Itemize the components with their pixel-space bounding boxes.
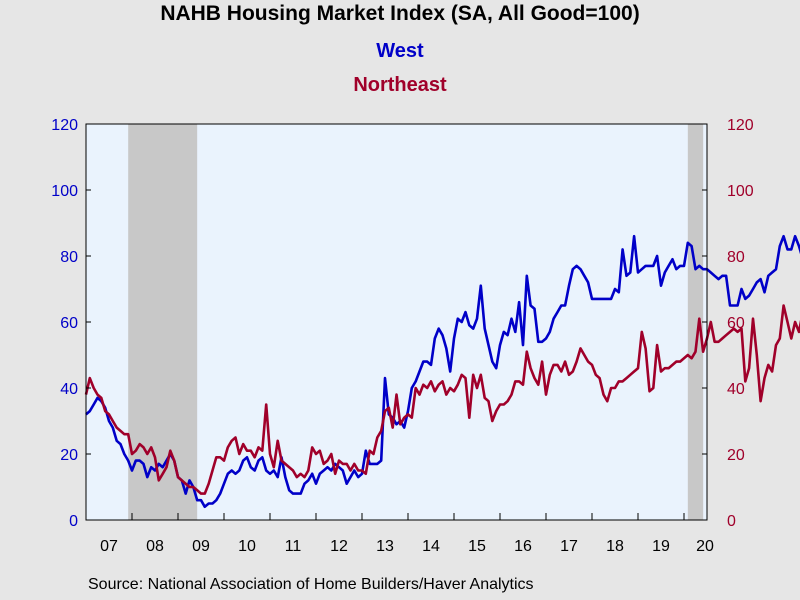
x-tick-label: 19 (652, 538, 670, 555)
x-tick-label: 08 (146, 538, 164, 555)
y-tick-label-right: 0 (727, 513, 736, 530)
legend-west: West (376, 40, 424, 62)
y-tick-label-right: 80 (727, 249, 745, 266)
y-tick-label-left: 100 (51, 183, 78, 200)
y-tick-label-right: 100 (727, 183, 754, 200)
x-tick-label: 18 (606, 538, 624, 555)
x-tick-label: 13 (376, 538, 394, 555)
recession-band-1 (128, 124, 198, 520)
x-tick-label: 11 (285, 538, 302, 555)
x-tick-label: 15 (468, 538, 486, 555)
chart-title: NAHB Housing Market Index (SA, All Good=… (160, 2, 640, 25)
x-tick-label: 07 (100, 538, 118, 555)
y-tick-label-left: 120 (51, 117, 78, 134)
x-tick-label: 14 (422, 538, 440, 555)
series-line-northeast (84, 304, 800, 495)
x-tick-label: 12 (330, 538, 348, 555)
recession-band-2 (687, 124, 704, 520)
y-tick-label-left: 40 (60, 381, 78, 398)
x-tick-label: 20 (696, 538, 714, 555)
x-tick-label: 10 (238, 538, 256, 555)
y-tick-label-right: 40 (727, 381, 745, 398)
y-tick-label-right: 20 (727, 447, 745, 464)
x-tick-label: 09 (192, 538, 210, 555)
x-tick-label: 17 (560, 538, 578, 555)
plot-area: 0 0 20 20 40 40 60 60 80 80 100 100 120 120 07 08 09 10 11… (51, 117, 800, 555)
y-tick-label-left: 80 (60, 249, 78, 266)
y-tick-label-left: 60 (60, 315, 78, 332)
x-tick-label: 16 (514, 538, 532, 555)
legend-northeast: Northeast (353, 74, 447, 96)
y-tick-label-right: 120 (727, 117, 754, 134)
y-tick-label-right: 60 (727, 315, 745, 332)
source-note: Source: National Association of Home Bui… (88, 576, 534, 593)
series-line-west (85, 234, 800, 509)
y-tick-label-left: 20 (60, 447, 78, 464)
y-tick-label-left: 0 (69, 513, 78, 530)
